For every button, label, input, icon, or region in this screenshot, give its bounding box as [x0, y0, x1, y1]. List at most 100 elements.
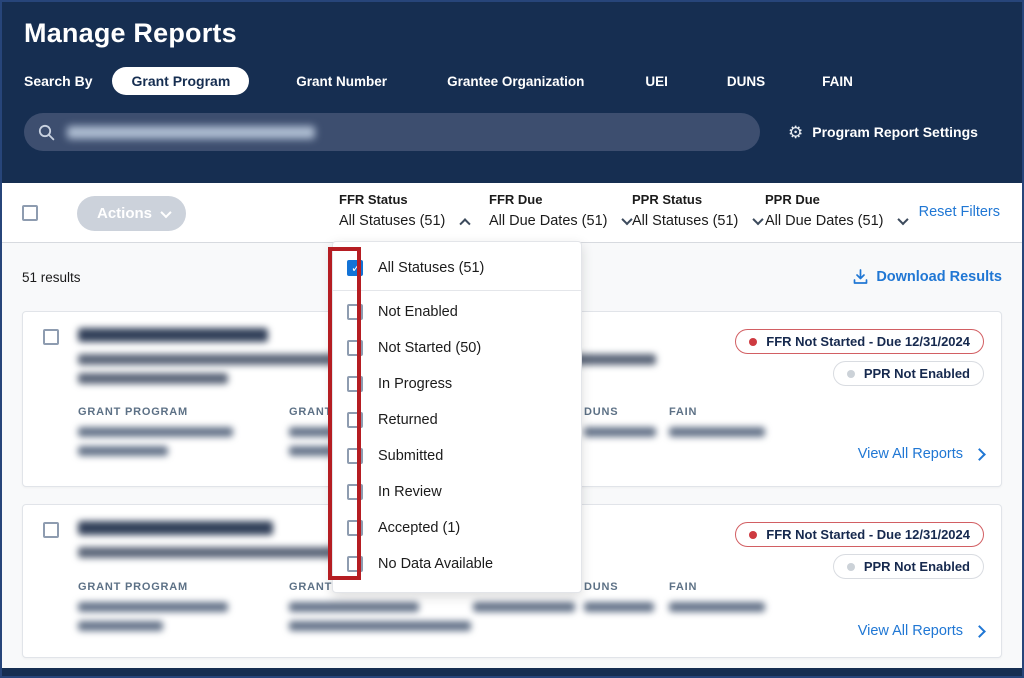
filter-ffr-due[interactable]: FFR Due All Due Dates (51) — [489, 192, 634, 229]
checkbox[interactable] — [347, 484, 363, 500]
download-results-label: Download Results — [876, 269, 1002, 285]
ffr-status-badge-label: FFR Not Started - Due 12/31/2024 — [766, 334, 970, 349]
reset-filters-button[interactable]: Reset Filters — [918, 204, 1000, 220]
program-report-settings-button[interactable]: Program Report Settings — [788, 124, 978, 141]
filter-value: All Statuses (51) — [339, 213, 446, 229]
column-fain: FAIN — [669, 406, 789, 456]
column-header: FAIN — [669, 406, 698, 418]
description-redacted — [78, 373, 228, 384]
ffr-status-badge-label: FFR Not Started - Due 12/31/2024 — [766, 527, 970, 542]
column-header: DUNS — [584, 406, 619, 418]
filter-value: All Statuses (51) — [632, 213, 739, 229]
dropdown-option-label: In Progress — [378, 376, 453, 392]
ppr-status-badge: PPR Not Enabled — [832, 554, 984, 579]
column-header: GRANT PROGRAM — [78, 406, 189, 418]
tab-duns[interactable]: DUNS — [726, 73, 766, 89]
results-header: 51 results Download Results — [22, 243, 1002, 285]
search-row: Program Report Settings — [24, 113, 1000, 151]
checkbox[interactable] — [347, 412, 363, 428]
view-all-reports-link[interactable]: View All Reports — [857, 446, 986, 462]
dropdown-divider — [333, 290, 581, 291]
grant-number-link-redacted[interactable] — [78, 521, 273, 535]
checkbox[interactable] — [347, 340, 363, 356]
dropdown-option-submitted[interactable]: Submitted — [333, 438, 581, 474]
dropdown-option-label: Not Started (50) — [378, 340, 482, 356]
dropdown-option-all-statuses[interactable]: All Statuses (51) — [333, 249, 581, 287]
column-header: GRANT PROGRAM — [78, 581, 189, 593]
filter-ppr-status[interactable]: PPR Status All Statuses (51) — [632, 192, 765, 229]
gray-dot-icon — [846, 562, 855, 571]
status-badges: FFR Not Started - Due 12/31/2024 PPR Not… — [735, 329, 984, 386]
view-all-reports-link[interactable]: View All Reports — [858, 623, 986, 639]
filter-ppr-due[interactable]: PPR Due All Due Dates (51) — [765, 192, 910, 229]
value-redacted — [78, 602, 228, 612]
checkbox[interactable] — [347, 304, 363, 320]
red-dot-icon — [749, 337, 758, 346]
filter-label: PPR Due — [765, 192, 820, 207]
view-all-reports-label: View All Reports — [857, 446, 963, 462]
download-icon — [853, 269, 868, 284]
description-redacted — [78, 547, 498, 558]
dropdown-option-in-review[interactable]: In Review — [333, 474, 581, 510]
column-duns: DUNS — [584, 406, 669, 456]
filter-value: All Due Dates (51) — [765, 213, 884, 229]
value-redacted — [78, 446, 168, 456]
select-all-checkbox[interactable] — [22, 205, 38, 221]
value-redacted — [584, 427, 656, 437]
value-redacted — [584, 602, 654, 612]
dropdown-option-label: All Statuses (51) — [378, 260, 485, 276]
value-redacted — [289, 621, 471, 631]
dropdown-option-label: In Review — [378, 484, 442, 500]
ffr-status-dropdown: All Statuses (51) Not Enabled Not Starte… — [332, 241, 582, 593]
dropdown-option-accepted[interactable]: Accepted (1) — [333, 510, 581, 546]
tab-grant-program[interactable]: Grant Program — [112, 67, 250, 95]
column-header: DUNS — [584, 581, 619, 593]
filter-ffr-status[interactable]: FFR Status All Statuses (51) — [339, 192, 472, 230]
value-redacted — [78, 427, 233, 437]
gray-dot-icon — [846, 369, 855, 378]
value-redacted — [473, 602, 575, 612]
tab-uei[interactable]: UEI — [645, 73, 668, 89]
status-badges: FFR Not Started - Due 12/31/2024 PPR Not… — [735, 522, 984, 579]
tab-grant-number[interactable]: Grant Number — [296, 73, 388, 89]
dropdown-option-label: Accepted (1) — [378, 520, 461, 536]
dropdown-option-label: Submitted — [378, 448, 444, 464]
checkbox[interactable] — [347, 556, 363, 572]
ffr-status-badge: FFR Not Started - Due 12/31/2024 — [735, 522, 984, 547]
dropdown-option-returned[interactable]: Returned — [333, 402, 581, 438]
row-checkbox[interactable] — [43, 329, 59, 345]
grant-number-link-redacted[interactable] — [78, 328, 268, 342]
chevron-up-icon — [459, 218, 472, 230]
chevron-down-icon — [897, 213, 910, 226]
value-redacted — [78, 621, 163, 631]
value-redacted — [669, 602, 765, 612]
chevron-down-icon — [752, 213, 765, 226]
search-by-tabs: Search By Grant Program Grant Number Gra… — [24, 66, 1000, 96]
tab-grantee-organization[interactable]: Grantee Organization — [447, 73, 585, 89]
filter-label: FFR Due — [489, 192, 543, 207]
checkbox[interactable] — [347, 520, 363, 536]
column-header: FAIN — [669, 581, 698, 593]
checkbox[interactable] — [347, 448, 363, 464]
checkbox[interactable] — [347, 376, 363, 392]
bottom-bar — [2, 668, 1022, 676]
search-input[interactable] — [24, 113, 760, 151]
tab-fain[interactable]: FAIN — [822, 73, 853, 89]
actions-button[interactable]: Actions — [77, 196, 187, 231]
filter-value: All Due Dates (51) — [489, 213, 608, 229]
filter-label: FFR Status — [339, 192, 408, 207]
dropdown-option-label: Returned — [378, 412, 438, 428]
checkbox-checked[interactable] — [347, 260, 363, 276]
download-results-button[interactable]: Download Results — [853, 269, 1002, 285]
dropdown-option-not-enabled[interactable]: Not Enabled — [333, 294, 581, 330]
column-grant-program: GRANT PROGRAM — [78, 406, 289, 456]
gear-icon — [788, 124, 803, 141]
program-report-settings-label: Program Report Settings — [812, 124, 978, 140]
chevron-down-icon — [160, 206, 172, 218]
row-checkbox[interactable] — [43, 522, 59, 538]
dropdown-option-in-progress[interactable]: In Progress — [333, 366, 581, 402]
page-header: Manage Reports Search By Grant Program G… — [2, 2, 1022, 183]
filter-bar: Actions FFR Status All Statuses (51) FFR… — [2, 183, 1022, 243]
dropdown-option-no-data-available[interactable]: No Data Available — [333, 546, 581, 582]
dropdown-option-not-started[interactable]: Not Started (50) — [333, 330, 581, 366]
